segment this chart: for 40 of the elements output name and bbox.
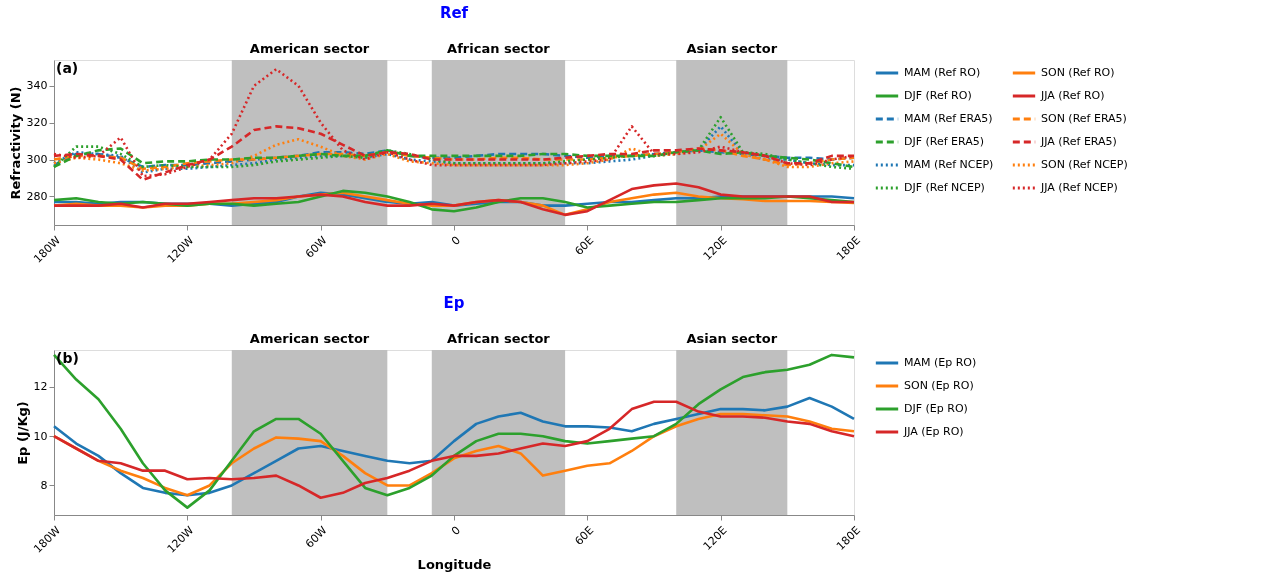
legend-label: DJF (Ref RO) — [904, 89, 972, 102]
legend-label: SON (Ref ERA5) — [1041, 112, 1127, 125]
legend-label: JJA (Ref RO) — [1040, 89, 1105, 102]
x-tick-label: 60E — [572, 523, 597, 548]
band-label: Asian sector — [686, 41, 778, 56]
annotation: (b) — [56, 350, 79, 366]
legend-label: MAM (Ref RO) — [904, 66, 981, 79]
x-axis-title: Longitude — [417, 556, 492, 572]
legend-label: SON (Ref RO) — [1041, 66, 1115, 79]
annotation: (a) — [56, 60, 79, 76]
legend-label: DJF (Ref NCEP) — [904, 181, 985, 194]
legend-label: JJA (Ep RO) — [903, 425, 964, 438]
legend-label: MAM (Ep RO) — [904, 356, 977, 369]
x-tick-label: 60E — [572, 233, 597, 258]
y-tick-label: 320 — [26, 116, 48, 130]
x-tick-label: 0 — [448, 523, 463, 538]
legend-label: MAM (Ref ERA5) — [904, 112, 993, 125]
y-tick-label: 12 — [33, 380, 48, 394]
x-tick-label: 0 — [448, 233, 463, 248]
legend-label: JJA (Ref ERA5) — [1040, 135, 1117, 148]
y-tick-label: 340 — [26, 79, 48, 93]
y-tick-label: 8 — [40, 478, 48, 492]
band-label: African sector — [447, 331, 551, 346]
y-axis-title: Ep (J/Kg) — [14, 401, 30, 465]
legend-label: DJF (Ref ERA5) — [904, 135, 985, 148]
band-label: Asian sector — [686, 331, 778, 346]
y-axis-title: Refractivity (N) — [7, 86, 23, 200]
y-tick-label: 300 — [26, 153, 48, 167]
band-label: American sector — [249, 41, 370, 56]
legend-label: SON (Ep RO) — [904, 379, 974, 392]
legend-label: JJA (Ref NCEP) — [1040, 181, 1118, 194]
legend-label: DJF (Ep RO) — [904, 402, 968, 415]
chart-title: Ep — [443, 294, 465, 312]
band-label: African sector — [447, 41, 551, 56]
y-tick-label: 280 — [26, 189, 48, 203]
chart-title: Ref — [439, 4, 469, 22]
legend-label: MAM (Ref NCEP) — [904, 158, 994, 171]
legend-label: SON (Ref NCEP) — [1041, 158, 1128, 171]
band-label: American sector — [249, 331, 370, 346]
y-tick-label: 10 — [33, 429, 48, 443]
